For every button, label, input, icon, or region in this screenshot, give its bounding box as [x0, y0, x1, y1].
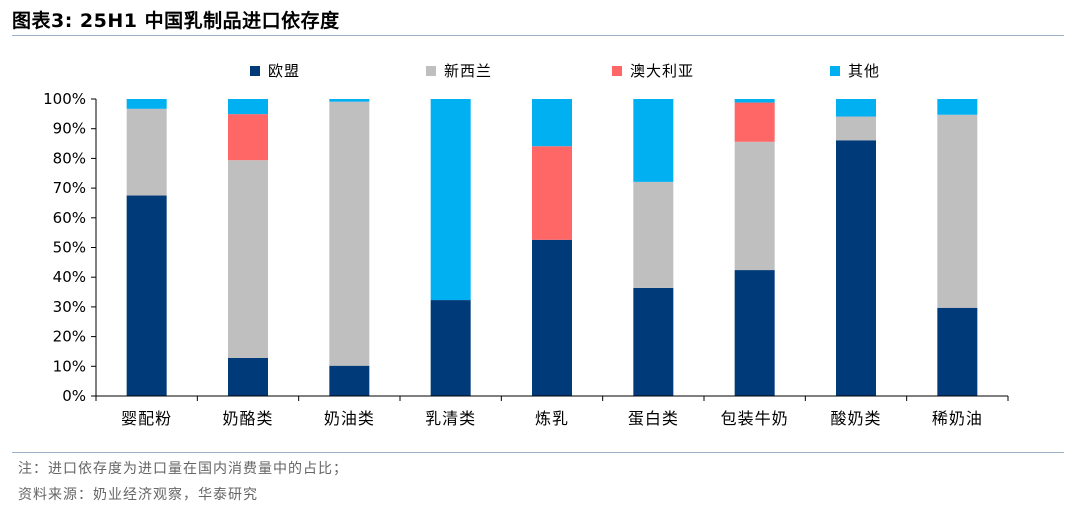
y-tick-label: 20%: [53, 328, 86, 346]
legend-label: 新西兰: [444, 62, 492, 80]
bar-segment: [532, 99, 572, 147]
y-tick-label: 80%: [53, 149, 86, 167]
y-tick-label: 10%: [53, 357, 86, 375]
y-tick-label: 40%: [53, 268, 86, 286]
figure-source: 资料来源：奶业经济观察，华泰研究: [18, 487, 258, 503]
bar-segment: [734, 270, 775, 396]
y-tick-label: 30%: [53, 298, 86, 316]
legend-label: 其他: [848, 62, 880, 80]
legend-label: 欧盟: [268, 62, 300, 80]
top-rule: [12, 35, 1064, 36]
bar-segment: [228, 99, 268, 115]
bar-segment: [836, 140, 876, 396]
bar-segment: [734, 102, 775, 142]
bar-segment: [329, 365, 370, 396]
y-tick-label: 50%: [53, 239, 86, 257]
x-tick-label: 奶油类: [324, 409, 375, 428]
x-tick-label: 婴配粉: [121, 409, 172, 428]
legend-label: 澳大利亚: [630, 62, 694, 80]
bar-segment: [126, 195, 167, 396]
bar-segment: [430, 300, 471, 396]
bar-segment: [430, 99, 471, 301]
x-tick-label: 奶酪类: [222, 409, 273, 428]
bar-segment: [937, 114, 978, 308]
x-tick-label: 稀奶油: [932, 409, 983, 428]
bar-segment: [633, 99, 674, 182]
bar-segment: [633, 181, 674, 288]
y-tick-label: 100%: [43, 90, 86, 108]
legend-swatch: [612, 66, 622, 76]
legend-swatch: [426, 66, 436, 76]
bar-segment: [126, 99, 167, 109]
legend-swatch: [830, 66, 840, 76]
x-tick-label: 包装牛奶: [721, 409, 789, 428]
x-tick-label: 蛋白类: [628, 409, 679, 428]
bar-segment: [633, 287, 674, 396]
y-tick-label: 60%: [53, 209, 86, 227]
bar-segment: [126, 108, 167, 196]
legend-swatch: [250, 66, 260, 76]
bar-segment: [734, 141, 775, 271]
figure-title: 图表3: 25H1 中国乳制品进口依存度: [12, 10, 340, 32]
y-tick-label: 0%: [62, 387, 86, 405]
bar-segment: [937, 307, 978, 396]
x-tick-label: 酸奶类: [830, 409, 881, 428]
bar-segment: [228, 357, 268, 396]
bar-segment: [532, 146, 572, 240]
bar-segment: [836, 116, 876, 141]
bar-segment: [532, 239, 572, 396]
bar-segment: [228, 160, 268, 358]
bar-segment: [329, 99, 370, 102]
bar-segment: [734, 99, 775, 103]
x-tick-label: 炼乳: [535, 409, 569, 428]
x-tick-label: 乳清类: [425, 409, 476, 428]
bar-segment: [329, 101, 370, 366]
y-tick-label: 90%: [53, 120, 86, 138]
bar-segment: [228, 114, 268, 161]
y-tick-label: 70%: [53, 179, 86, 197]
bottom-rule: [12, 452, 1064, 453]
bar-segment: [836, 99, 876, 117]
figure-note: 注：进口依存度为进口量在国内消费量中的占比；: [18, 461, 348, 477]
bar-segment: [937, 99, 978, 115]
